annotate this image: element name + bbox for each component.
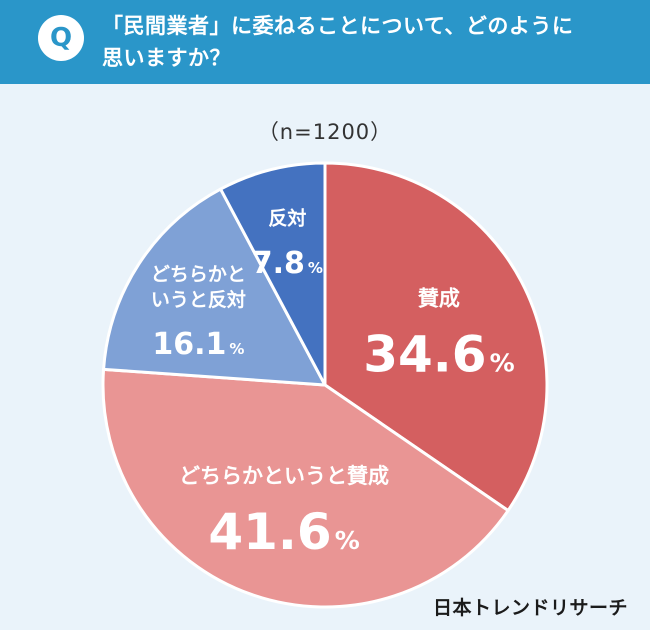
slice-name: 賛成 bbox=[418, 287, 460, 311]
slice-somewhat-approve bbox=[101, 367, 510, 609]
slice-name: 反対 bbox=[268, 207, 306, 230]
label-approve: 賛成 34.6% bbox=[363, 287, 514, 384]
slice-value: 7.8% bbox=[252, 246, 323, 281]
question-text: 「民間業者」に委ねることについて、どのように 思いますか？ bbox=[102, 14, 574, 70]
slice-approve bbox=[323, 161, 549, 513]
slice-value: 16.1% bbox=[152, 327, 244, 362]
question-header: Q 「民間業者」に委ねることについて、どのように 思いますか？ bbox=[0, 0, 650, 84]
sample-size: （n=1200） bbox=[257, 120, 393, 144]
slice-somewhat-oppose bbox=[102, 187, 327, 387]
slice-oppose bbox=[219, 161, 327, 387]
slice-name: どちらかと bbox=[151, 263, 246, 285]
slice-value: 34.6% bbox=[363, 325, 514, 383]
brand-logo: 日本トレンドリサーチ bbox=[432, 597, 628, 619]
slice-value: 41.6% bbox=[208, 503, 359, 561]
question-badge: Q bbox=[38, 15, 84, 61]
label-oppose: 反対 7.8% bbox=[252, 207, 323, 281]
label-somewhat-approve: どちらかというと賛成 41.6% bbox=[179, 464, 389, 561]
slice-name: どちらかというと賛成 bbox=[179, 464, 389, 488]
slice-name: いうと反対 bbox=[151, 288, 246, 311]
